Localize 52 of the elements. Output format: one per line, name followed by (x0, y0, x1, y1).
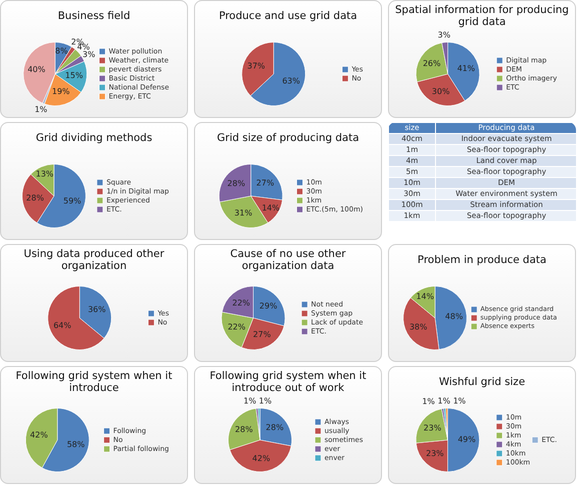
data-label: 1% (34, 105, 48, 114)
data-label: 14% (262, 204, 280, 213)
data-label: 27% (256, 178, 274, 188)
data-label: 30% (432, 86, 450, 96)
data-label: 1% (243, 396, 257, 406)
data-label: 1% (453, 396, 466, 406)
data-label: 38% (409, 322, 428, 332)
data-label: 64% (53, 321, 72, 330)
data-label: 23% (424, 424, 442, 433)
data-label: 28% (26, 193, 44, 202)
data-label: 22% (228, 322, 246, 332)
data-label: 49% (458, 435, 476, 444)
data-label: 1% (258, 396, 272, 406)
data-label: 42% (252, 454, 270, 464)
data-label: 29% (259, 301, 278, 310)
data-label: 40% (28, 65, 46, 74)
chart-title: Using data produced other organization (22, 247, 166, 273)
chart-title: Problem in produce data (416, 253, 548, 268)
chart-title: Grid dividing methods (34, 131, 154, 146)
data-label: 1% (438, 396, 451, 406)
data-label: 14% (416, 292, 434, 301)
data-label: 8% (55, 46, 68, 56)
data-label: 27% (253, 330, 272, 340)
data-label: 1% (422, 396, 436, 406)
data-label: 13% (36, 170, 54, 179)
data-label: 28% (227, 178, 246, 188)
chart-title: Produce and use grid data (218, 9, 358, 24)
data-label: 3% (438, 30, 451, 40)
data-label: 15% (65, 71, 84, 80)
chart-title: Wishful grid size (438, 375, 526, 390)
data-label: 31% (234, 208, 253, 218)
data-label: 42% (30, 430, 48, 440)
chart-title: Following grid system when it introduce (14, 369, 174, 395)
chart-title: Following grid system when it introduce out of work (208, 369, 368, 395)
data-label: 28% (235, 424, 254, 434)
data-label: 19% (52, 87, 70, 96)
chart-title: Spatial information for producing grid data (394, 3, 570, 29)
chart-title: Cause of no use other organization data (229, 247, 347, 273)
data-label: 58% (66, 440, 86, 449)
data-label: 37% (247, 62, 266, 71)
data-label: 26% (422, 58, 442, 68)
data-label: 22% (232, 298, 250, 308)
data-label: 63% (282, 76, 300, 86)
data-label: 36% (88, 304, 106, 314)
data-label: 23% (426, 449, 444, 458)
chart-title: Business field (56, 9, 132, 24)
data-label: 41% (457, 64, 476, 73)
data-label: 3% (82, 50, 96, 60)
chart-title: Grid size of producing data (216, 131, 360, 146)
data-label: 59% (63, 196, 82, 206)
data-label: 48% (445, 312, 464, 321)
data-label: 28% (266, 422, 284, 432)
